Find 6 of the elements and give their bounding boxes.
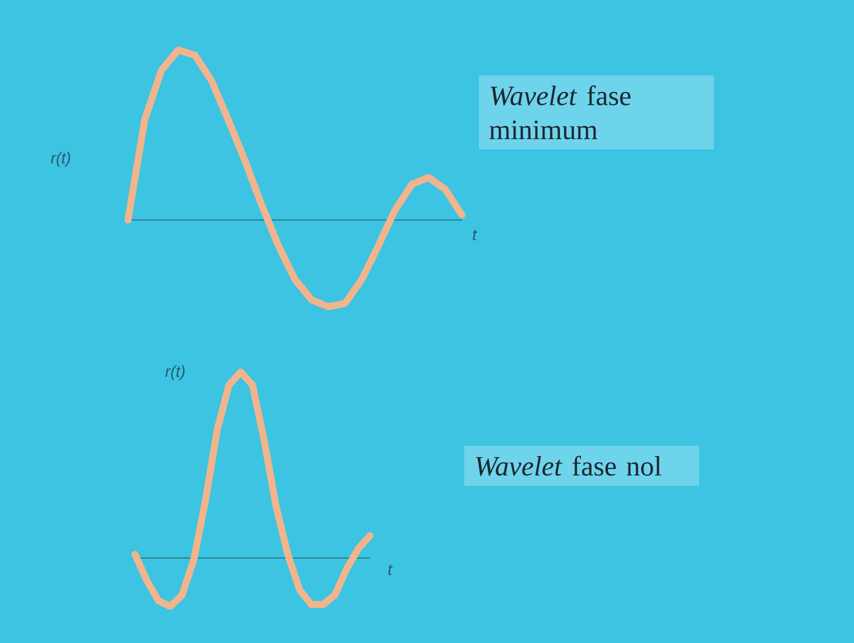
text: Wavelet fase minimum — [489, 85, 630, 140]
x-axis-title: t — [472, 230, 478, 240]
text: Wavelet fase nol — [476, 456, 662, 476]
y-axis-title: r(t) — [165, 365, 185, 380]
y-axis-title: r(t) — [50, 152, 70, 167]
x-axis-title: t — [388, 564, 393, 576]
